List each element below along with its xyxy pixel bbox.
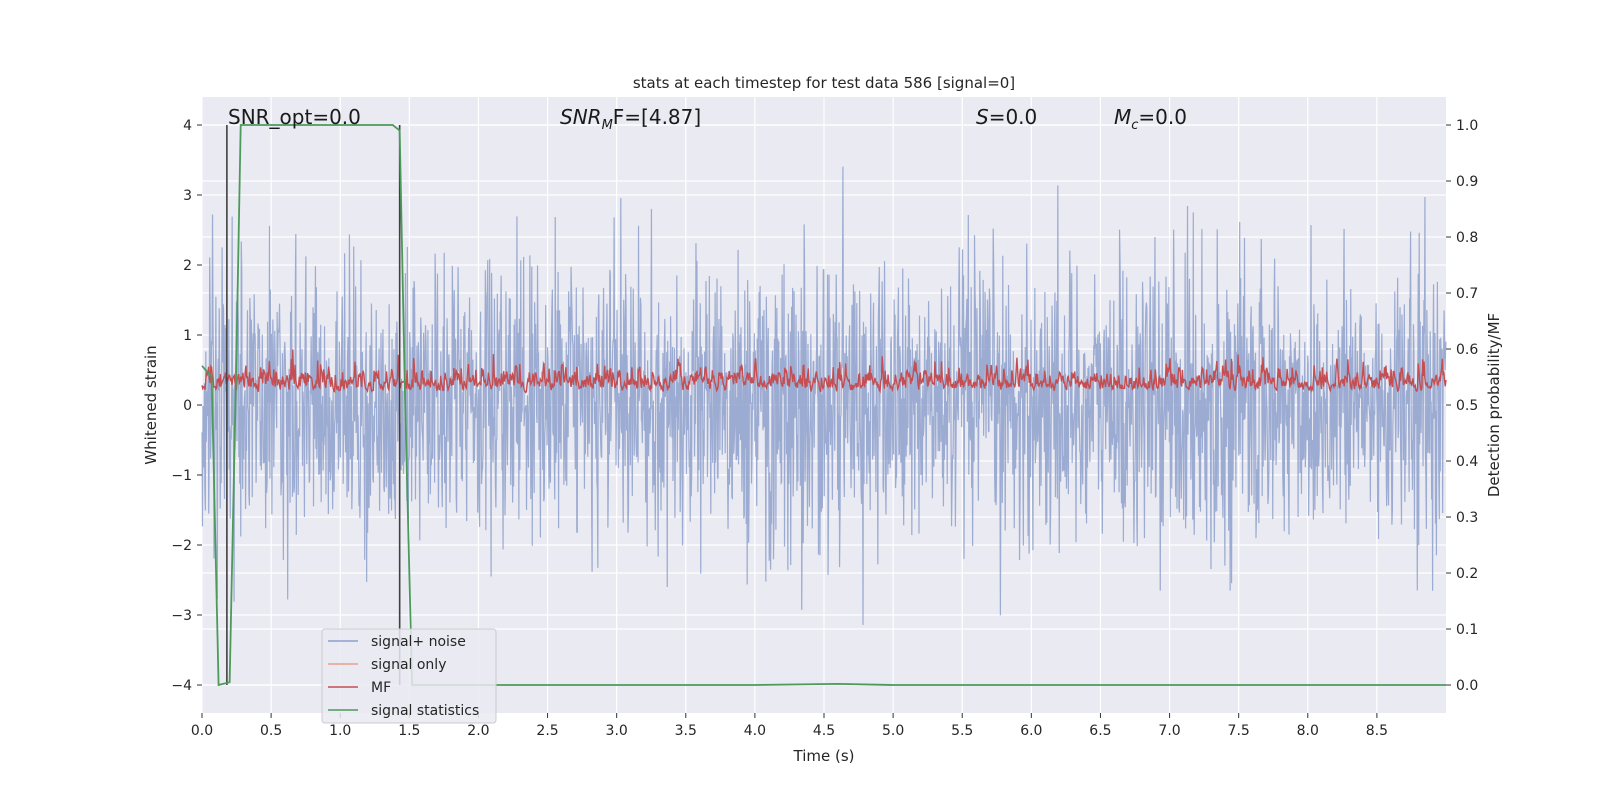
legend-label-signal-noise: signal+ noise <box>371 634 466 650</box>
y2-tick-label-5: 0.5 <box>1456 398 1478 414</box>
y-tick-label-6: −2 <box>171 538 192 554</box>
x-axis-label: Time (s) <box>793 747 855 765</box>
x-tick-label-12: 6.0 <box>1020 723 1042 739</box>
legend-label-signal-only: signal only <box>371 657 446 673</box>
x-tick-label-14: 7.0 <box>1158 723 1180 739</box>
x-tick-label-7: 3.5 <box>675 723 697 739</box>
x-tick-label-2: 1.0 <box>329 723 351 739</box>
x-tick-label-13: 6.5 <box>1089 723 1111 739</box>
y2-tick-label-6: 0.4 <box>1456 454 1478 470</box>
x-tick-label-9: 4.5 <box>813 723 835 739</box>
x-tick-label-0: 0.0 <box>191 723 213 739</box>
y2-tick-label-4: 0.6 <box>1456 342 1478 358</box>
y2-ticks: 1.0 0.9 0.8 0.7 0.6 0.5 0.4 0.3 0.2 0.1 0.0 <box>1446 118 1478 694</box>
y-tick-label-7: −3 <box>171 608 192 624</box>
y-tick-label-0: 4 <box>183 118 192 134</box>
x-tick-label-10: 5.0 <box>882 723 904 739</box>
y2-tick-label-7: 0.3 <box>1456 510 1478 526</box>
x-tick-label-1: 0.5 <box>260 723 282 739</box>
y-ticks: 4 3 2 1 0 −1 −2 −3 −4 <box>171 118 202 694</box>
annotation-mc-base: M <box>1114 105 1131 129</box>
x-tick-label-15: 7.5 <box>1228 723 1250 739</box>
y-tick-label-8: −4 <box>171 678 192 694</box>
annotation-snr-mf: SNRMF=[4.87] <box>560 105 701 133</box>
annotation-s-rest: =0.0 <box>989 105 1038 129</box>
x-ticks: 0.0 0.5 1.0 1.5 2.0 2.5 3.0 3.5 4.0 4.5 5.0 5.5 6.0 6… <box>191 713 1388 739</box>
annotation-snr-mf-base: SNR <box>560 105 602 129</box>
y-tick-label-5: −1 <box>171 468 192 484</box>
legend-label-mf: MF <box>371 680 391 696</box>
chart-title: stats at each timestep for test data 586… <box>633 74 1015 92</box>
x-tick-label-4: 2.0 <box>467 723 489 739</box>
x-tick-label-3: 1.5 <box>398 723 420 739</box>
x-tick-label-16: 8.0 <box>1297 723 1319 739</box>
y-tick-label-1: 3 <box>183 188 192 204</box>
y2-tick-label-9: 0.1 <box>1456 622 1478 638</box>
x-tick-label-8: 4.0 <box>744 723 766 739</box>
annotation-snr-mf-sub: M <box>602 118 613 133</box>
vertical-markers <box>226 125 401 685</box>
annotation-mc-sub: c <box>1131 118 1138 133</box>
legend: signal+ noise signal only MF signal stat… <box>321 628 497 724</box>
annotation-s-base: S <box>976 105 989 129</box>
y2-tick-label-2: 0.8 <box>1456 230 1478 246</box>
y2-tick-label-8: 0.2 <box>1456 566 1478 582</box>
x-tick-label-11: 5.5 <box>951 723 973 739</box>
y-tick-label-3: 1 <box>183 328 192 344</box>
y2-tick-label-0: 1.0 <box>1456 118 1478 134</box>
x-tick-label-6: 3.0 <box>606 723 628 739</box>
line-signal-statistics <box>201 124 1446 687</box>
annotation-snr-opt: SNR_opt=0.0 <box>228 105 361 129</box>
line-mf <box>201 349 1447 394</box>
series-mf <box>201 349 1447 394</box>
annotation-mc: Mc=0.0 <box>1114 105 1187 133</box>
y2-tick-label-10: 0.0 <box>1456 678 1478 694</box>
legend-box <box>321 628 497 724</box>
annotation-mc-rest: =0.0 <box>1138 105 1187 129</box>
y-axis-label: Whitened strain <box>142 345 160 464</box>
series-signal-statistics <box>201 124 1446 687</box>
y-tick-label-2: 2 <box>183 258 192 274</box>
x-tick-label-5: 2.5 <box>536 723 558 739</box>
x-tick-label-17: 8.5 <box>1366 723 1388 739</box>
annotation-s: S=0.0 <box>976 105 1037 129</box>
legend-label-signal-statistics: signal statistics <box>371 703 479 719</box>
y2-tick-label-3: 0.7 <box>1456 286 1478 302</box>
y2-axis-label: Detection probability/MF <box>1485 313 1503 497</box>
annotation-snr-mf-rest: F=[4.87] <box>613 105 701 129</box>
y-tick-label-4: 0 <box>183 398 192 414</box>
y2-tick-label-1: 0.9 <box>1456 174 1478 190</box>
